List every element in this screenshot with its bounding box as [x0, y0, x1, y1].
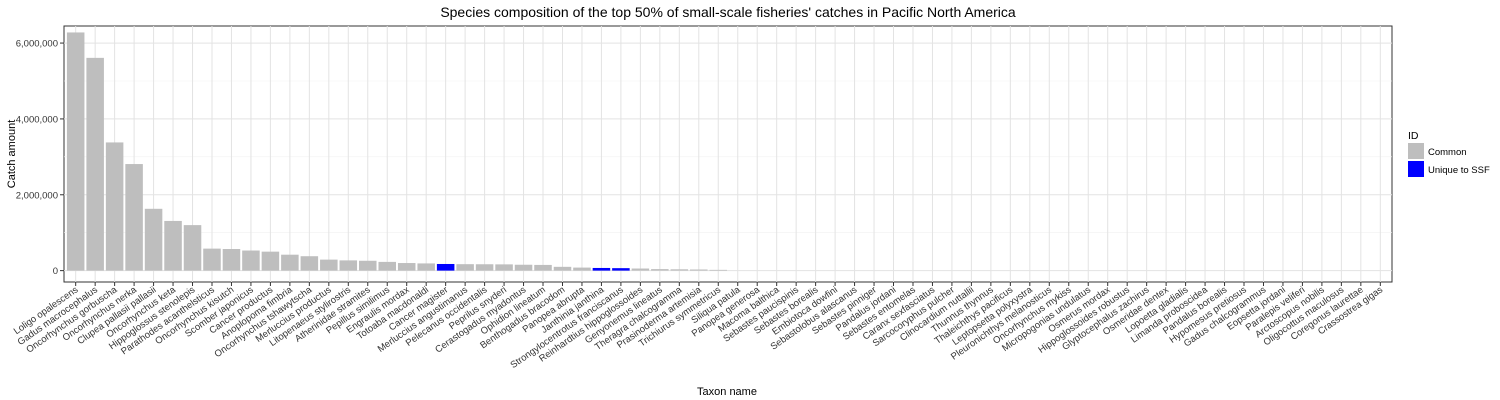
bar: [339, 260, 358, 271]
bar: [66, 32, 85, 271]
bar: [670, 269, 689, 271]
bar: [534, 264, 552, 271]
chart-title: Species composition of the top 50% of sm…: [440, 4, 1016, 20]
bar: [105, 142, 124, 271]
bar: [164, 220, 182, 271]
bar: [242, 250, 260, 271]
bar: [436, 263, 455, 271]
y-axis: 0 2,000,000 4,000,000 6,000,000: [16, 39, 64, 277]
bar: [378, 261, 396, 271]
bar: [651, 269, 669, 271]
bar: [125, 164, 143, 271]
bar: [222, 249, 241, 271]
bars: [66, 32, 728, 271]
legend-label: Common: [1428, 147, 1467, 158]
bar: [203, 248, 221, 271]
bar: [281, 254, 299, 271]
bar: [612, 268, 630, 271]
bar: [514, 264, 533, 271]
y-tick-label: 0: [53, 266, 58, 277]
bar: [300, 256, 319, 271]
legend-title: ID: [1408, 130, 1419, 142]
bar: [690, 269, 708, 271]
legend-key: [1408, 161, 1424, 177]
bar: [573, 267, 591, 271]
legend-key: [1408, 143, 1424, 159]
y-tick-label: 4,000,000: [16, 114, 58, 125]
bar: [359, 260, 377, 271]
plot-panel: [63, 25, 1393, 283]
bar: [320, 259, 338, 271]
bar: [144, 208, 163, 271]
y-axis-title: Catch amount: [6, 120, 18, 188]
bar: [631, 268, 650, 271]
y-tick-label: 2,000,000: [16, 190, 58, 201]
bar: [592, 267, 611, 271]
bar: [183, 225, 202, 271]
bar: [475, 264, 494, 271]
bar: [417, 263, 435, 271]
bar: [397, 263, 416, 271]
legend: ID Common Unique to SSF: [1408, 130, 1490, 177]
bar: [261, 251, 280, 271]
bar: [553, 266, 572, 271]
x-axis-title: Taxon name: [697, 386, 757, 398]
bar: [495, 264, 513, 271]
legend-label: Unique to SSF: [1428, 165, 1490, 176]
bar: [86, 57, 104, 271]
y-tick-label: 6,000,000: [16, 39, 58, 50]
bar: [456, 264, 474, 271]
bar: [709, 269, 728, 271]
